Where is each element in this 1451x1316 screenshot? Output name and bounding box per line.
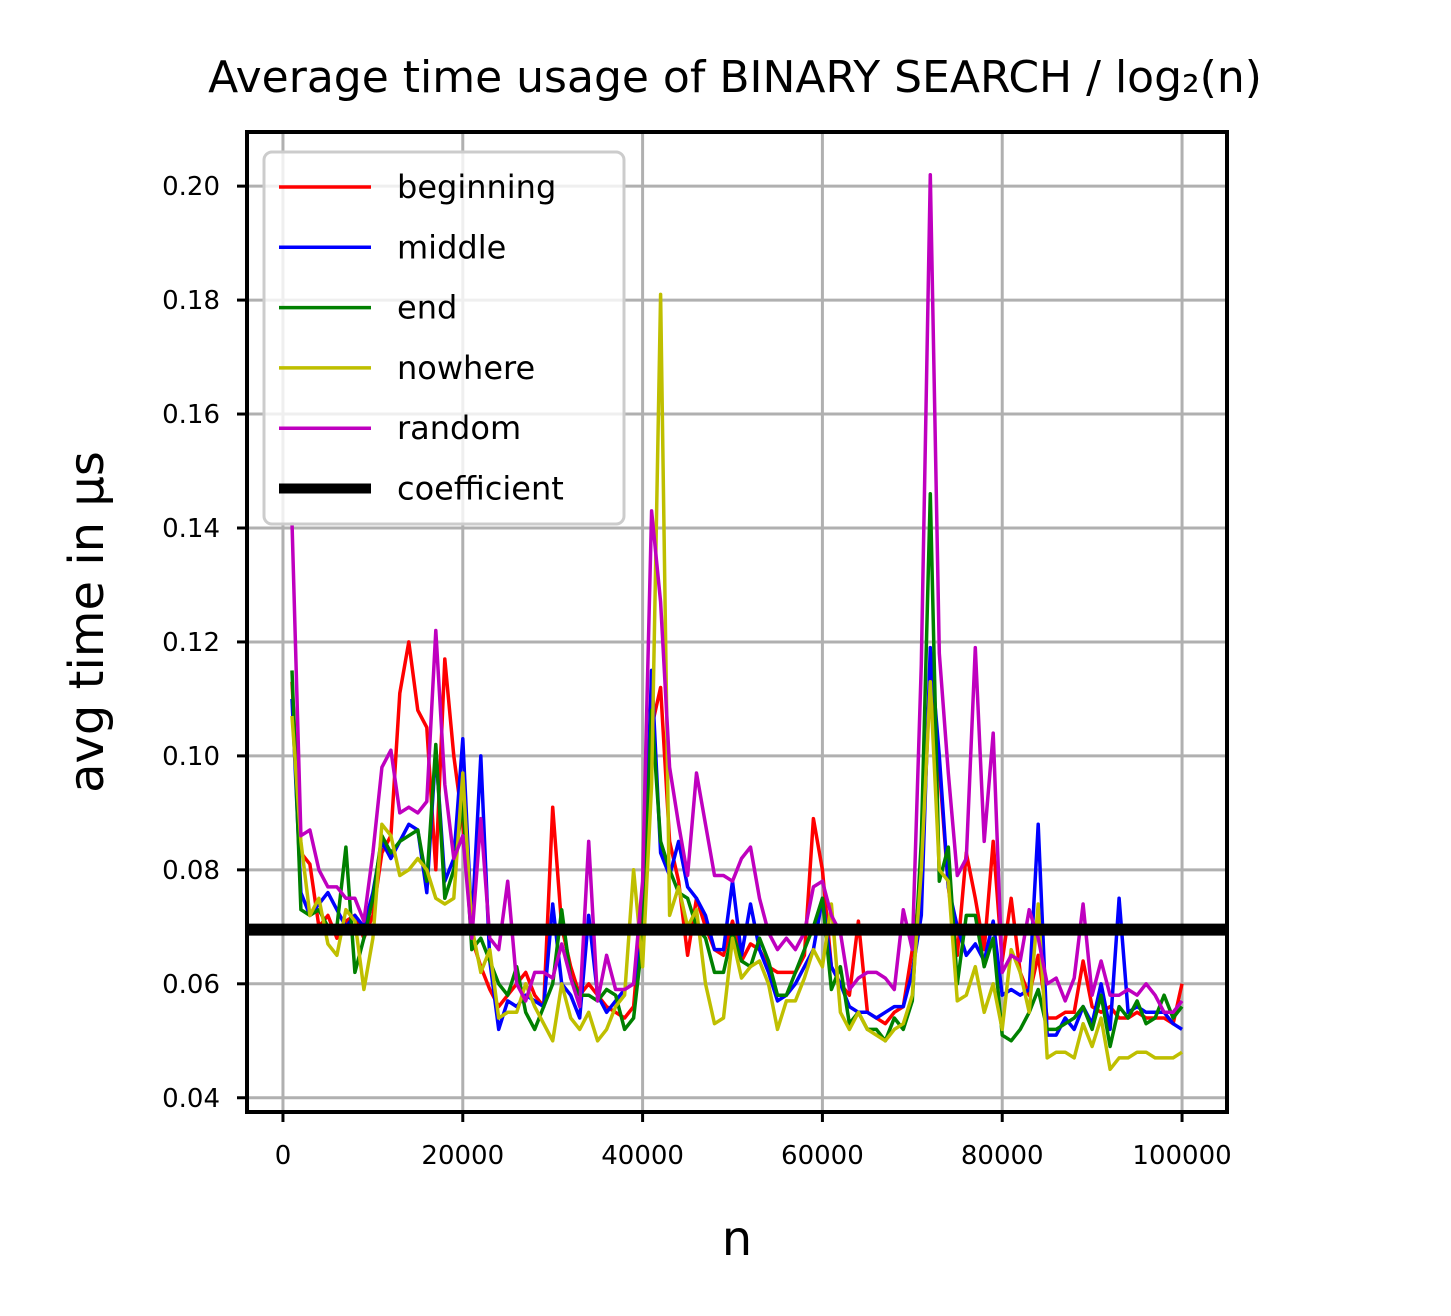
x-tick-label: 100000 — [1132, 1141, 1231, 1171]
y-tick-label: 0.16 — [162, 400, 220, 430]
x-axis-label: n — [722, 1211, 752, 1267]
series-line-end — [290, 492, 1184, 1049]
series-lines — [290, 172, 1184, 1072]
legend: beginning middle end nowhere random coefficie… — [262, 150, 626, 526]
x-tick-label: 20000 — [421, 1141, 504, 1171]
axis-ticks: 0 20000 40000 60000 80000 100000 0.04 0.06 0.08 0… — [162, 172, 1232, 1171]
y-tick-label: 0.18 — [162, 286, 220, 316]
x-tick-label: 60000 — [781, 1141, 864, 1171]
y-tick-label: 0.12 — [162, 628, 220, 658]
y-tick-label: 0.20 — [162, 172, 220, 202]
x-tick-label: 0 — [275, 1141, 292, 1171]
legend-box — [262, 150, 626, 526]
chart-title: Average time usage of BINARY SEARCH / lo… — [208, 52, 1262, 103]
y-tick-label: 0.06 — [162, 970, 220, 1000]
legend-label-random: random — [397, 409, 521, 447]
y-tick-label: 0.10 — [162, 742, 220, 772]
legend-label-coefficient: coefficient — [397, 470, 564, 508]
x-tick-label: 80000 — [961, 1141, 1044, 1171]
y-tick-label: 0.04 — [162, 1084, 220, 1114]
plot-frame — [245, 130, 1229, 1114]
y-axis-label: avg time in µs — [59, 451, 115, 793]
legend-label-end: end — [397, 289, 457, 327]
legend-label-beginning: beginning — [397, 168, 556, 206]
series-line-nowhere — [290, 292, 1183, 1072]
legend-label-middle: middle — [397, 228, 506, 266]
y-tick-label: 0.14 — [162, 514, 220, 544]
x-tick-label: 40000 — [601, 1141, 684, 1171]
y-tick-label: 0.08 — [162, 856, 220, 886]
series-line-middle — [290, 645, 1183, 1037]
legend-label-nowhere: nowhere — [397, 349, 535, 387]
series-line-beginning — [290, 640, 1184, 1026]
